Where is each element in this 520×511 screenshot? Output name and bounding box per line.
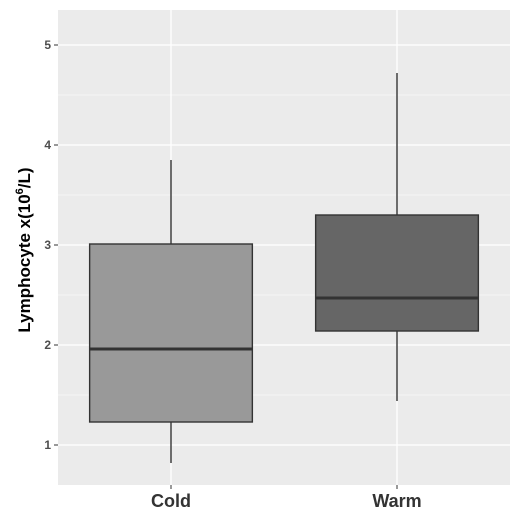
- y-axis-title: Lymphocyte x(106/L): [14, 167, 34, 332]
- boxes-layer: [88, 73, 480, 463]
- x-tick-label: Warm: [372, 491, 421, 511]
- y-axis-ticks: 1 2 3 4 5: [44, 38, 58, 452]
- x-axis-ticks: Cold Warm: [151, 485, 422, 511]
- y-tick-label: 1: [44, 438, 51, 452]
- y-tick-label: 5: [44, 38, 51, 52]
- y-tick-label: 2: [44, 338, 51, 352]
- box-warm: [314, 73, 480, 401]
- box-cold: [88, 160, 254, 463]
- y-tick-label: 4: [44, 138, 51, 152]
- y-axis-title-superscript: 6: [14, 188, 26, 194]
- y-axis-title-prefix: Lymphocyte x(10: [15, 194, 34, 332]
- x-tick-label: Cold: [151, 491, 191, 511]
- y-tick-label: 3: [44, 238, 51, 252]
- box-iqr: [314, 214, 480, 332]
- box-iqr: [88, 243, 254, 423]
- y-axis-title-suffix: /L): [15, 167, 34, 188]
